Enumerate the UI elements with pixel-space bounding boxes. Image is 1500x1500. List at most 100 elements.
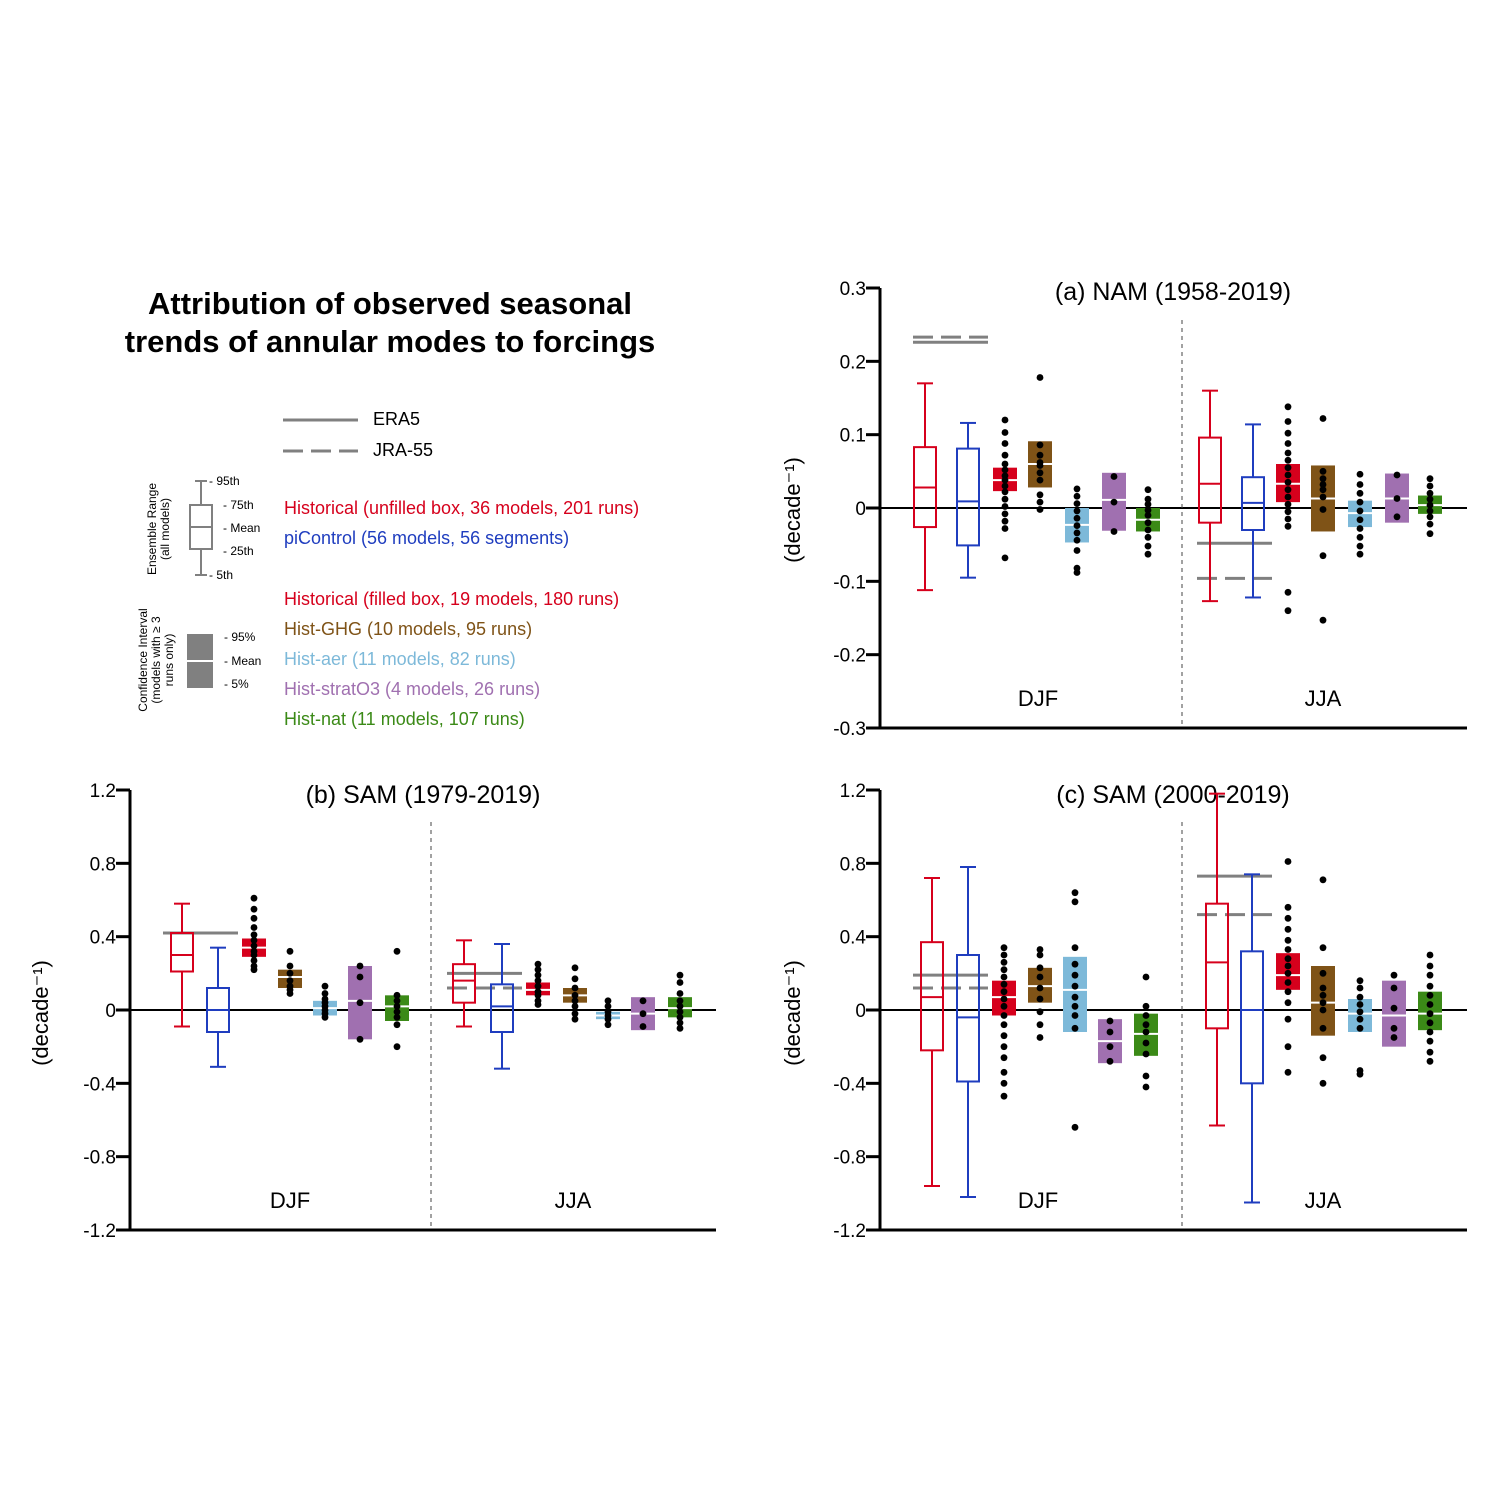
model-dot — [1284, 471, 1292, 479]
nat-ci — [1136, 486, 1160, 558]
model-dot — [1390, 984, 1398, 992]
model-dot — [1284, 418, 1292, 425]
model-dot — [571, 975, 579, 983]
ghg-ci — [1311, 415, 1335, 624]
model-dot — [1284, 999, 1292, 1007]
model-dot — [534, 966, 542, 974]
model-dot — [1356, 1024, 1364, 1032]
model-dot — [1036, 1008, 1044, 1016]
model-dot — [1000, 958, 1008, 966]
model-dot — [1036, 946, 1044, 953]
chart-title: (a) NAM (1958-2019) — [1055, 278, 1291, 306]
box-iqr — [956, 447, 980, 547]
model-dot — [286, 990, 294, 997]
season-label: JJA — [1305, 1188, 1342, 1213]
model-dot — [1319, 486, 1327, 494]
model-dot — [393, 997, 401, 1005]
model-dot — [1319, 1024, 1327, 1032]
model-dot — [1393, 471, 1401, 479]
model-dot — [676, 990, 684, 997]
y-tick-label: -0.4 — [833, 1074, 866, 1095]
model-dot — [1071, 1123, 1079, 1131]
model-dot — [604, 997, 612, 1005]
model-dot — [1426, 982, 1434, 990]
box-key-p5: - 5th — [209, 568, 234, 582]
model-dot — [1036, 451, 1044, 459]
chart-panel-1: -1.2 -0.8 -0.4 0 0.4 0.8 1.2 (b) SAM (1979-2019… — [28, 781, 716, 1242]
model-dot — [1110, 528, 1118, 535]
box-iqr — [170, 932, 194, 973]
model-dot — [1001, 451, 1009, 459]
observation-legend-swatches — [283, 418, 358, 453]
model-dot — [1426, 501, 1434, 509]
model-dot — [1284, 478, 1292, 486]
model-dot — [1284, 969, 1292, 977]
model-dot — [1319, 1006, 1327, 1014]
historical-ci — [1276, 858, 1300, 1076]
model-dot — [534, 960, 542, 968]
model-dot — [1426, 1048, 1434, 1056]
model-dot — [1144, 542, 1152, 550]
model-dot — [1036, 995, 1044, 1003]
legend-hist-nat: Hist-nat (11 models, 107 runs) — [284, 709, 525, 729]
model-dot — [1284, 486, 1292, 494]
model-dot — [1036, 1034, 1044, 1041]
model-dot — [1036, 374, 1044, 381]
model-dot — [286, 977, 294, 985]
model-dot — [1356, 498, 1364, 506]
model-dot — [1426, 513, 1434, 521]
picontrol-box — [206, 946, 230, 1068]
model-dot — [1284, 903, 1292, 911]
model-dot — [1356, 525, 1364, 532]
y-tick-label: -1.2 — [833, 1221, 866, 1242]
model-dot — [1426, 495, 1434, 503]
model-dot — [1426, 482, 1434, 490]
model-dot — [1319, 1054, 1327, 1062]
model-dot — [1036, 951, 1044, 959]
box-iqr — [490, 983, 514, 1033]
model-dot — [1356, 470, 1364, 478]
figure-title-line-2: trends of annular modes to forcings — [124, 324, 656, 359]
picontrol-box — [956, 421, 980, 579]
model-dot — [1426, 1037, 1434, 1045]
model-dot — [604, 1002, 612, 1010]
model-dot — [1001, 460, 1009, 468]
model-dot — [1284, 1015, 1292, 1023]
y-tick-label: 1.2 — [90, 781, 116, 802]
model-dot — [1001, 503, 1009, 510]
model-dot — [1071, 1002, 1079, 1010]
y-tick-label: -0.4 — [83, 1074, 116, 1095]
model-dot — [1036, 964, 1044, 972]
model-dot — [1356, 977, 1364, 985]
model-dot — [1073, 514, 1081, 522]
model-dot — [1284, 925, 1292, 933]
model-dot — [1356, 1008, 1364, 1016]
ci-key-p95: - 95% — [224, 630, 256, 644]
model-dot — [1284, 588, 1292, 596]
model-dot — [250, 914, 258, 922]
model-dot — [571, 997, 579, 1005]
model-dot — [1036, 441, 1044, 449]
model-dot — [356, 999, 364, 1007]
model-dot — [356, 1035, 364, 1043]
aer-ci — [596, 997, 620, 1029]
model-dot — [676, 971, 684, 979]
aer-ci — [1063, 889, 1087, 1131]
model-dot — [1000, 980, 1008, 988]
box-key-glyph — [189, 480, 213, 576]
model-dot — [286, 969, 294, 977]
model-dot — [1142, 1028, 1150, 1036]
model-dot — [1106, 1028, 1114, 1036]
model-dot — [1426, 971, 1434, 979]
model-dot — [1142, 1012, 1150, 1019]
model-dot — [1000, 1002, 1008, 1010]
strato3-ci — [1102, 472, 1126, 535]
model-dot — [1284, 1068, 1292, 1076]
box-key-mean: - Mean — [223, 521, 261, 535]
y-tick-label: -0.8 — [833, 1148, 866, 1169]
y-axis-label: (decade⁻¹) — [780, 457, 805, 563]
y-tick-label: 0 — [105, 1001, 116, 1022]
ghg-ci — [563, 964, 587, 1023]
model-dot — [1393, 513, 1401, 521]
